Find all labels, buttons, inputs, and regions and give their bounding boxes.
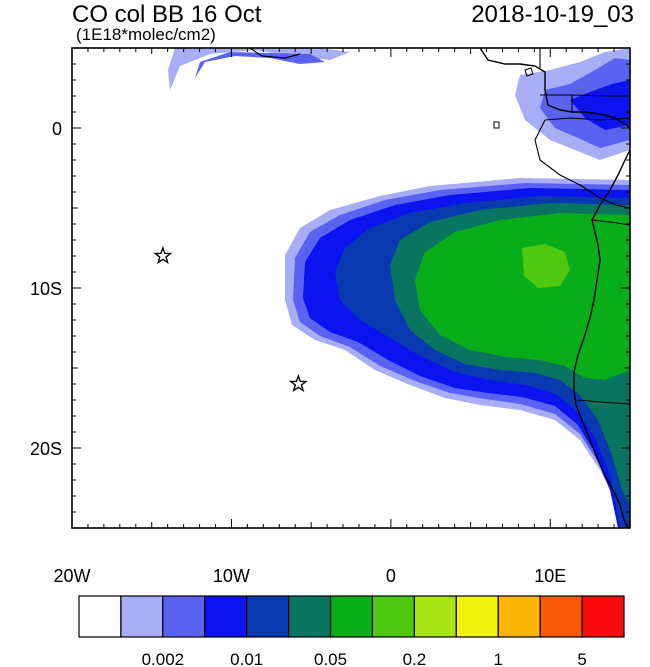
- colorbar-swatch: [539, 595, 583, 638]
- datetime-label: 2018-10-19_03: [471, 1, 634, 28]
- y-tick-label: 0: [52, 119, 62, 139]
- colorbar-swatch: [78, 595, 122, 638]
- x-tick-label: 10E: [534, 566, 566, 586]
- colorbar-label: 1: [493, 650, 502, 667]
- y-tick-label: 10S: [30, 279, 62, 299]
- co-plume-level-7: [522, 244, 570, 288]
- co-plume-level-6: [415, 213, 630, 380]
- co-nw-plume-core: [195, 52, 325, 78]
- colorbar-label: 0.002: [142, 650, 185, 667]
- map-area: [153, 48, 630, 528]
- plot-title: CO col BB 16 Oct: [72, 1, 262, 28]
- coast-north: [249, 48, 301, 59]
- bioko-island: [524, 67, 534, 77]
- colorbar-label: 0.01: [230, 650, 263, 667]
- colorbar-swatch: [371, 595, 415, 638]
- axis-ticks: 20W 10W 0 10E 0 10S 20S: [30, 47, 631, 586]
- x-tick-label: 20W: [53, 566, 90, 586]
- colorbar-swatch: [497, 595, 541, 638]
- co-nw-plume: [168, 48, 350, 90]
- colorbar: 0.002 0.01 0.05 0.2 1 5: [78, 595, 625, 667]
- x-tick-label: 10W: [213, 566, 250, 586]
- colorbar-swatch: [288, 595, 332, 638]
- markers-layer: [153, 245, 308, 393]
- colorbar-swatch: [120, 595, 164, 638]
- y-tick-label: 20S: [30, 439, 62, 459]
- x-tick-label: 0: [386, 566, 396, 586]
- units-label: (1E18*molec/cm2): [76, 25, 216, 44]
- sao-tome-island: [493, 121, 500, 129]
- coastline: [479, 48, 630, 528]
- star-marker: [153, 245, 173, 265]
- colorbar-swatch: [413, 595, 457, 638]
- colorbar-swatch: [581, 595, 625, 638]
- colorbar-swatch: [329, 595, 374, 638]
- country-borders: [534, 48, 630, 405]
- colorbar-swatch: [204, 595, 248, 638]
- colorbar-swatch: [455, 595, 499, 638]
- colorbar-label: 0.2: [403, 650, 427, 667]
- colorbar-label: 5: [577, 650, 586, 667]
- colorbar-swatch: [246, 595, 290, 638]
- colorbar-label: 0.05: [314, 650, 347, 667]
- colorbar-swatch: [162, 595, 206, 638]
- star-marker: [288, 373, 308, 393]
